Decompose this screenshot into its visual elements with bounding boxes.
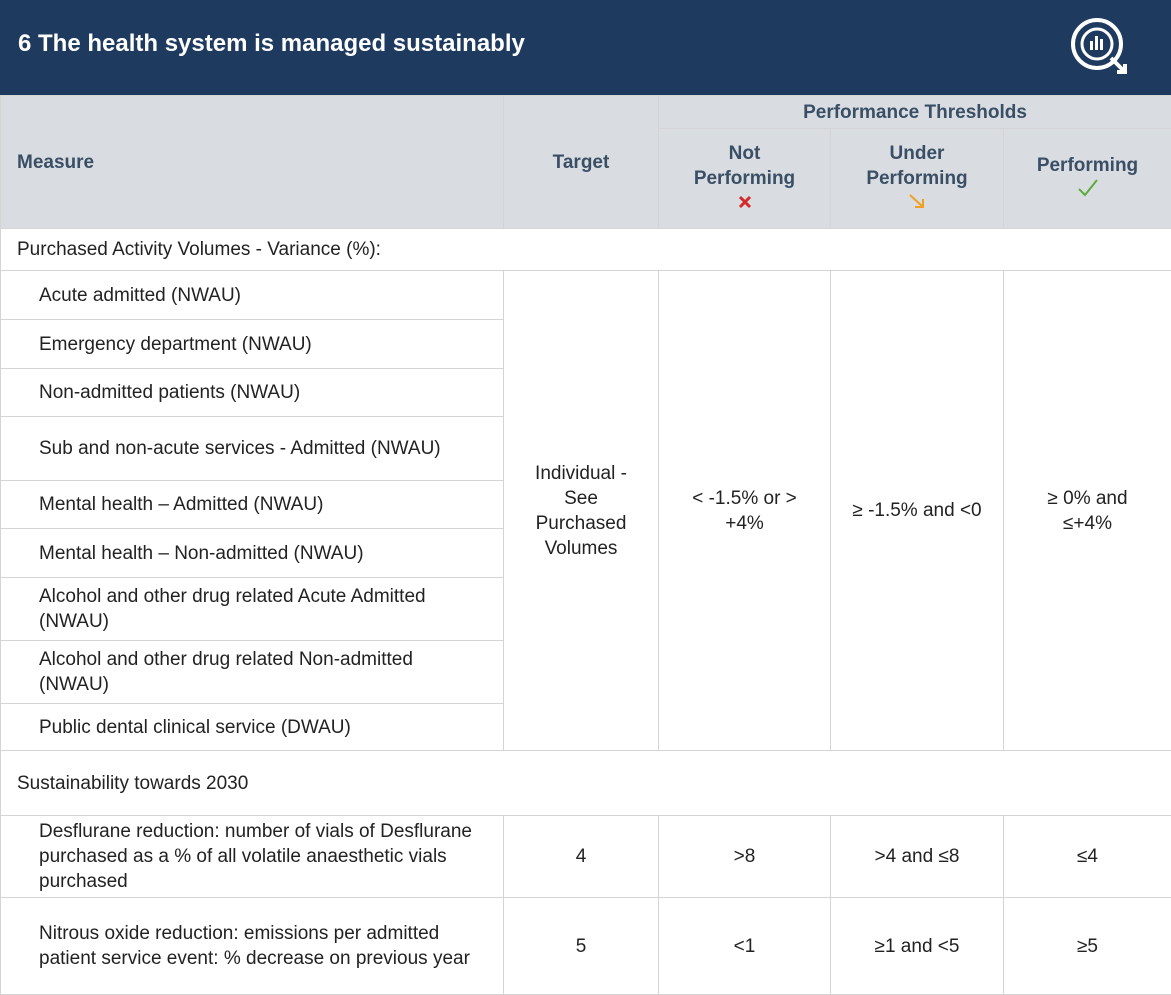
performing-header: Performing	[1004, 129, 1171, 229]
thresholds-header: Performance Thresholds	[659, 96, 1171, 129]
target: 4	[504, 816, 659, 898]
performing: ≥5	[1004, 898, 1171, 995]
check-icon	[1077, 178, 1099, 198]
measure: Public dental clinical service (DWAU)	[1, 704, 504, 751]
measure: Emergency department (NWAU)	[1, 320, 504, 369]
performing: ≤4	[1004, 816, 1171, 898]
label: Performing	[1037, 155, 1138, 176]
threshold-text: ≥ 0% and ≤+4%	[1028, 486, 1148, 536]
section-title: Sustainability towards 2030	[1, 751, 1171, 816]
label: Under Performing	[857, 141, 977, 191]
threshold-text: < -1.5% or > +4%	[685, 486, 805, 536]
cross-icon	[738, 195, 752, 209]
measure: Alcohol and other drug related Acute Adm…	[1, 578, 504, 641]
not-performing-header: Not Performing	[659, 129, 831, 229]
measure: Sub and non-acute services - Admitted (N…	[1, 417, 504, 481]
under-performing: ≥ -1.5% and <0	[831, 271, 1004, 751]
not-performing: < -1.5% or > +4%	[659, 271, 831, 751]
measures-table: Measure Target Performance Thresholds No…	[0, 95, 1171, 995]
under-performing: ≥1 and <5	[831, 898, 1004, 995]
measure: Mental health – Non-admitted (NWAU)	[1, 529, 504, 578]
title: 6 The health system is managed sustainab…	[18, 30, 525, 58]
label: Not Performing	[685, 141, 805, 191]
under-performing-header: Under Performing	[831, 129, 1004, 229]
measure: Acute admitted (NWAU)	[1, 271, 504, 320]
target-text: Individual - See Purchased Volumes	[521, 461, 641, 561]
measure: Nitrous oxide reduction: emissions per a…	[1, 898, 504, 995]
not-performing: <1	[659, 898, 831, 995]
down-arrow-icon	[908, 193, 926, 209]
target: 5	[504, 898, 659, 995]
target-header: Target	[504, 96, 659, 229]
measure-header: Measure	[1, 96, 504, 229]
measure: Alcohol and other drug related Non-admit…	[1, 641, 504, 704]
performing: ≥ 0% and ≤+4%	[1004, 271, 1171, 751]
measure: Non-admitted patients (NWAU)	[1, 369, 504, 417]
logo-icon	[1067, 14, 1131, 78]
under-performing: >4 and ≤8	[831, 816, 1004, 898]
section-title: Purchased Activity Volumes - Variance (%…	[1, 229, 1171, 271]
title-bar: 6 The health system is managed sustainab…	[0, 0, 1171, 95]
not-performing: >8	[659, 816, 831, 898]
measure: Desflurane reduction: number of vials of…	[1, 816, 504, 898]
target: Individual - See Purchased Volumes	[504, 271, 659, 751]
measure: Mental health – Admitted (NWAU)	[1, 481, 504, 529]
